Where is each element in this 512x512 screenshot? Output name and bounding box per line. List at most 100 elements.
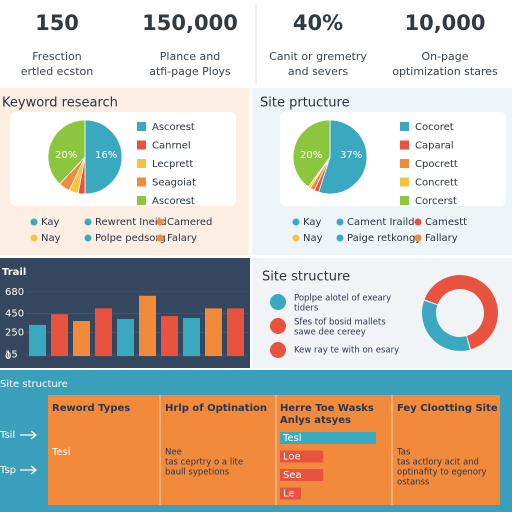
item-text: Poplpe alotel of exeary — [294, 294, 391, 304]
cell-text: Nee — [165, 448, 182, 458]
stat-label: Canit or gremetry — [269, 50, 367, 63]
slice-label: 20% — [55, 150, 77, 161]
column-header: Hrlp of Optination — [165, 403, 267, 414]
row-label: Tsil — [0, 430, 15, 441]
key-dot — [336, 234, 344, 242]
cell-text: optinafity to egenory — [397, 468, 487, 478]
legend-swatch — [400, 196, 409, 205]
bar — [227, 308, 244, 356]
cell-text: Tas — [396, 448, 411, 458]
key-label: Falary — [167, 233, 197, 244]
pie-slice — [84, 119, 123, 195]
stat-value: 150,000 — [142, 11, 238, 35]
legend-swatch — [400, 122, 409, 131]
key-label: Polpe pedsorg — [95, 233, 166, 244]
legend-swatch — [400, 177, 409, 187]
legend-label: Cpocrett — [415, 159, 458, 170]
key-label: Kay — [303, 217, 322, 228]
column-header: Fey Clootting Site — [397, 403, 498, 414]
bar — [95, 308, 112, 356]
key-dot — [30, 234, 38, 242]
stat-label: Plance and — [160, 50, 220, 63]
item-text: Sfes tof bosid mallets — [294, 318, 386, 328]
legend-label: Cocoret — [415, 122, 454, 133]
legend-swatch — [137, 122, 146, 131]
stat-label: atfi-page Ploys — [149, 65, 231, 78]
donut-slice — [421, 300, 470, 351]
y-tick-label: 250 — [5, 327, 24, 338]
item-text: sawe dee cereey — [294, 328, 366, 338]
hbar — [280, 487, 302, 500]
stat-value: 10,000 — [404, 11, 485, 35]
legend-swatch — [137, 159, 146, 168]
hbar — [280, 469, 324, 481]
cell-text: ostanss — [397, 478, 430, 488]
column-header: Reword Types — [52, 403, 130, 414]
legend-swatch — [400, 159, 409, 168]
bar — [139, 295, 156, 356]
bar — [205, 308, 222, 356]
slice-label: 20% — [300, 150, 322, 161]
key-label: Paige retkongy — [347, 233, 421, 244]
bar — [51, 314, 68, 356]
cell-text: tas ceprtry o a lite — [165, 458, 243, 468]
key-label: Kay — [41, 217, 60, 228]
legend-label: Lecprett — [152, 159, 193, 170]
legend-label: Caparal — [415, 141, 454, 152]
key-dot — [292, 218, 300, 226]
key-label: Camered — [167, 217, 212, 228]
pie-slice — [47, 119, 86, 185]
arrow — [20, 430, 38, 440]
y-tick-label: 15 — [5, 350, 18, 361]
panel-title: Trail — [2, 267, 26, 278]
pie-slice — [292, 119, 331, 188]
column-header: Herre Toe Wasks — [280, 403, 374, 414]
section-title: Site structure — [0, 379, 68, 390]
key-dot — [84, 234, 92, 242]
slice-label: 37% — [340, 150, 362, 161]
hbar-label: Tesl — [282, 433, 302, 444]
pie-slice — [318, 119, 368, 195]
legend-label: Canrnel — [152, 141, 191, 152]
arrow — [20, 465, 38, 475]
legend-label: Ascorest — [152, 196, 195, 207]
cell-text: baull sypetions — [165, 468, 230, 478]
key-dot — [30, 218, 38, 226]
legend-swatch — [137, 140, 146, 150]
legend-swatch — [137, 196, 146, 205]
key-dot — [84, 218, 92, 226]
y-tick-label: 450 — [5, 309, 24, 320]
panel-title: Keyword research — [2, 96, 118, 111]
key-dot — [292, 234, 300, 242]
stat-label: ertled ecston — [21, 65, 93, 78]
item-icon — [270, 342, 286, 358]
legend-label: Seagoiat — [152, 178, 196, 189]
item-icon — [270, 294, 286, 310]
item-icon — [270, 318, 286, 334]
column-header: Anlys atsyes — [280, 415, 351, 426]
stat-label: optimization stares — [392, 65, 498, 78]
key-dot — [336, 218, 344, 226]
legend-swatch — [137, 177, 146, 187]
hbar-label: Le — [283, 489, 295, 500]
card — [10, 112, 236, 206]
slice-label: 16% — [95, 150, 117, 161]
item-text: tiders — [294, 304, 319, 314]
bar — [161, 316, 178, 356]
bar — [73, 321, 90, 356]
y-tick-label: 680 — [5, 287, 24, 298]
table-box — [48, 395, 500, 505]
key-label: Nay — [41, 233, 61, 244]
bar — [29, 324, 46, 356]
hbar — [280, 432, 376, 444]
legend-swatch — [400, 140, 409, 150]
stat-label: and severs — [288, 65, 348, 78]
item-text: Kew ray te with on esary — [294, 346, 399, 356]
cell-text: Tesl — [51, 447, 71, 458]
panel-title: Site prtucture — [260, 96, 350, 111]
stat-label: On-page — [421, 50, 468, 63]
key-dot — [156, 218, 164, 226]
key-label: Cament Iraild — [347, 217, 415, 228]
row-label: Tsp — [0, 465, 16, 476]
